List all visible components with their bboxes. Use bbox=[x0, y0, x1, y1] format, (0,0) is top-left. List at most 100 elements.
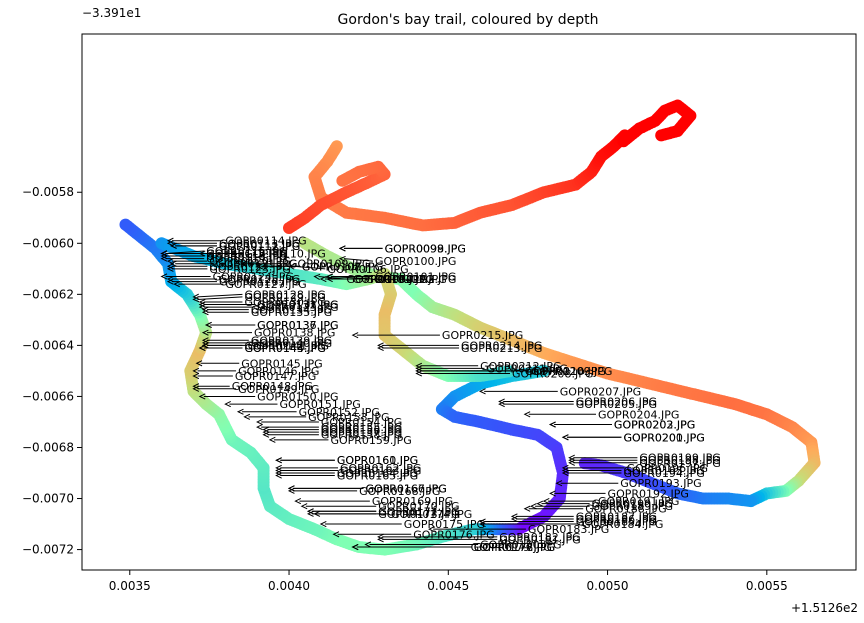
annotation-arrowhead bbox=[275, 472, 282, 479]
annotation-arrowhead bbox=[549, 421, 556, 428]
annotation-arrowhead bbox=[326, 273, 333, 280]
annotation: GOPR0175.JPG bbox=[319, 518, 485, 531]
annotation-label: GOPR0177.JPG bbox=[474, 541, 555, 554]
annotation-arrowhead bbox=[287, 485, 295, 492]
annotation-arrowhead bbox=[542, 498, 550, 505]
annotation-label: GOPR0098.JPG bbox=[385, 242, 466, 255]
annotation-arrowhead bbox=[201, 306, 209, 313]
annotation-label: GOPR0174.JPG bbox=[391, 508, 472, 521]
annotation-label: GOPR0215.JPG bbox=[442, 329, 523, 342]
annotation-label: GOPR0137.JPG bbox=[257, 319, 338, 332]
annotation-label: GOPR0157.JPG bbox=[321, 426, 402, 439]
annotation-arrowhead bbox=[268, 436, 276, 443]
annotation-label: GOPR0118.JPG bbox=[206, 250, 287, 263]
annotation: GOPR0144.JPG bbox=[198, 342, 326, 355]
annotation-label: GOPR0146.JPG bbox=[238, 365, 319, 378]
annotation-arrowhead bbox=[351, 332, 359, 339]
trail-point bbox=[119, 218, 132, 231]
annotation-arrowhead bbox=[478, 520, 486, 528]
annotation-arrowhead bbox=[415, 365, 423, 372]
annotation: GOPR0155.JPG bbox=[256, 421, 402, 434]
annotation: GOPR0212.JPG bbox=[415, 360, 562, 373]
annotation-arrowhead bbox=[561, 434, 569, 441]
annotation-arrowhead bbox=[166, 265, 174, 272]
annotation-arrowhead bbox=[498, 401, 505, 408]
annotation-arrowhead bbox=[201, 309, 209, 316]
annotation: GOPR0133.JPG bbox=[198, 301, 339, 314]
annotation-arrowhead bbox=[294, 498, 302, 505]
annotation-arrowhead bbox=[377, 342, 384, 349]
annotation-label: GOPR0147.JPG bbox=[235, 370, 316, 383]
annotation: GOPR0189.JPG bbox=[529, 500, 673, 513]
annotation: GOPR0190.JPG bbox=[536, 498, 673, 511]
y-tick-label: −0.0060 bbox=[22, 236, 74, 250]
annotation: GOPR0125.JPG bbox=[166, 273, 300, 286]
annotation-arrowhead bbox=[262, 426, 270, 433]
annotation-arrowhead bbox=[332, 531, 340, 538]
annotation: GOPR0197.JPG bbox=[568, 457, 721, 470]
annotation: GOPR0137.JPG bbox=[205, 319, 339, 332]
annotation-label: GOPR0210.JPG bbox=[525, 365, 606, 378]
annotation: GOPR0167.JPG bbox=[287, 482, 447, 495]
annotation-arrowhead bbox=[568, 457, 575, 464]
annotation-arrowhead bbox=[275, 469, 282, 477]
annotation: GOPR0127.JPG bbox=[173, 278, 307, 291]
annotation-arrowhead bbox=[351, 543, 359, 551]
annotation-arrowhead bbox=[536, 500, 544, 507]
annotation-arrowhead bbox=[377, 536, 384, 543]
annotation-label: GOPR0199.JPG bbox=[639, 452, 720, 465]
annotation-label: GOPR0201.JPG bbox=[623, 431, 704, 444]
annotation-label: GOPR0132.JPG bbox=[257, 299, 338, 312]
annotation: GOPR0159.JPG bbox=[268, 434, 412, 447]
annotation-label: GOPR0186.JPG bbox=[576, 513, 657, 526]
annotation-label: GOPR0164.JPG bbox=[337, 467, 418, 480]
annotation-arrow bbox=[331, 275, 374, 280]
annotation: GOPR0158.JPG bbox=[262, 429, 402, 442]
annotation: GOPR0123.JPG bbox=[166, 263, 291, 276]
annotation: GOPR0147.JPG bbox=[192, 370, 316, 383]
annotation-arrowhead bbox=[192, 293, 200, 300]
annotation-label: GOPR0208.JPG bbox=[512, 367, 593, 380]
annotation: GOPR0193.JPG bbox=[555, 477, 702, 490]
x-tick-label: 0.0050 bbox=[587, 579, 629, 593]
annotation-arrowhead bbox=[555, 480, 563, 487]
y-tick-label: −0.0070 bbox=[22, 492, 74, 506]
annotation-label: GOPR0104.JPG bbox=[353, 273, 434, 286]
annotation-label: GOPR0126.JPG bbox=[219, 276, 300, 289]
annotation-arrowhead bbox=[561, 467, 569, 474]
annotation-layer: GOPR0098.JPGGOPR0099.JPGGOPR0100.JPGGOPR… bbox=[160, 235, 721, 554]
annotation-label: GOPR0124.JPG bbox=[213, 270, 294, 283]
annotation: GOPR0210.JPG bbox=[415, 365, 606, 378]
annotation-label: GOPR0158.JPG bbox=[321, 429, 402, 442]
annotation-label: GOPR0110.JPG bbox=[244, 248, 325, 261]
annotation-arrowhead bbox=[166, 275, 174, 283]
annotation: GOPR0149.JPG bbox=[192, 383, 319, 396]
annotation-label: GOPR0163.JPG bbox=[340, 464, 421, 477]
annotation: GOPR0163.JPG bbox=[275, 464, 421, 477]
annotation-label: GOPR0171.JPG bbox=[378, 505, 459, 518]
annotation-arrowhead bbox=[166, 263, 174, 270]
annotation: GOPR0181.JPG bbox=[377, 533, 581, 546]
annotation-arrowhead bbox=[364, 541, 372, 548]
annotation-arrowhead bbox=[377, 344, 384, 352]
annotation-label: GOPR0166.JPG bbox=[365, 482, 446, 495]
annotation-label: GOPR0178.JPG bbox=[474, 541, 555, 554]
annotation-label: GOPR0202.JPG bbox=[614, 419, 695, 432]
annotation: GOPR0145.JPG bbox=[195, 357, 323, 370]
annotation-arrowhead bbox=[478, 388, 486, 395]
annotation: GOPR0183.JPG bbox=[428, 523, 609, 536]
annotation-label: GOPR0105.JPG bbox=[346, 273, 427, 286]
annotation: GOPR0102.JPG bbox=[326, 273, 456, 286]
x-tick-label: 0.0055 bbox=[746, 579, 788, 593]
annotation-label: GOPR0194.JPG bbox=[623, 467, 704, 480]
annotation-label: GOPR0190.JPG bbox=[592, 498, 673, 511]
annotation: GOPR0213.JPG bbox=[377, 342, 542, 355]
annotation-arrowhead bbox=[275, 467, 282, 474]
annotation-label: GOPR0154.JPG bbox=[321, 416, 402, 429]
annotation-label: GOPR0109.JPG bbox=[289, 258, 370, 271]
y-tick-label: −0.0072 bbox=[22, 543, 74, 557]
annotation: GOPR0211.JPG bbox=[415, 362, 568, 375]
annotation-label: GOPR0203.JPG bbox=[614, 419, 695, 432]
annotation-label: GOPR0145.JPG bbox=[241, 357, 322, 370]
annotation-arrowhead bbox=[240, 260, 247, 267]
